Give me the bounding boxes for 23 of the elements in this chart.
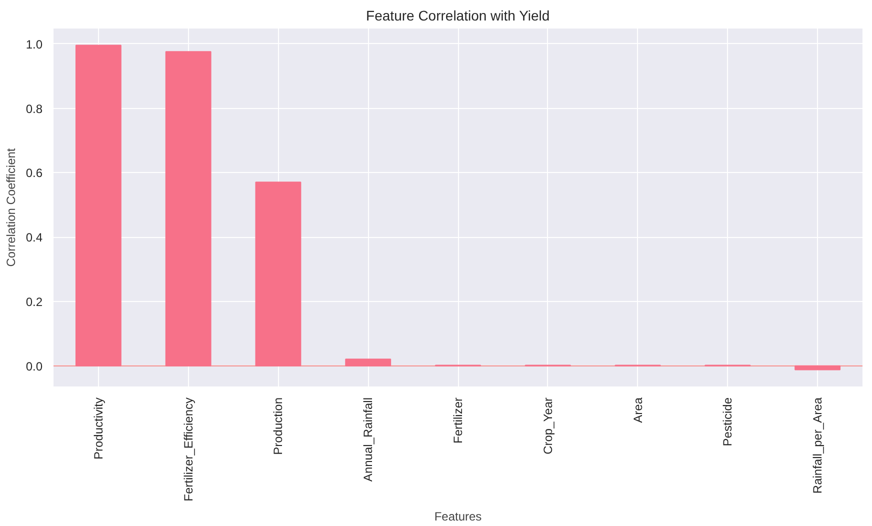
y-tick-label: 0.0: [26, 359, 43, 374]
bar: [165, 51, 212, 366]
x-tick-label: Fertilizer_Efficiency: [181, 398, 196, 502]
x-tick-label: Fertilizer: [451, 397, 465, 444]
y-tick-label: 0.2: [26, 295, 43, 310]
x-tick-label: Productivity: [91, 397, 106, 460]
y-tick-label: 0.8: [26, 102, 43, 116]
bar: [345, 358, 392, 366]
chart-title: Feature Correlation with Yield: [366, 8, 550, 24]
bar: [255, 182, 302, 366]
y-axis-title: Correlation Coefficient: [4, 148, 18, 267]
x-tick-label: Pesticide: [720, 397, 735, 446]
y-tick-label: 1.0: [26, 37, 43, 52]
x-tick-label: Area: [630, 397, 645, 423]
x-tick-label: Rainfall_per_Area: [810, 397, 825, 494]
x-axis-title: Features: [434, 509, 482, 524]
x-tick-label: Production: [271, 397, 286, 455]
bar: [794, 365, 841, 370]
y-tick-label: 0.6: [26, 166, 43, 180]
x-tick-label: Crop_Year: [540, 397, 555, 454]
y-tick-label: 0.4: [26, 230, 43, 245]
bar: [75, 44, 122, 366]
x-tick-label: Annual_Rainfall: [361, 397, 376, 482]
